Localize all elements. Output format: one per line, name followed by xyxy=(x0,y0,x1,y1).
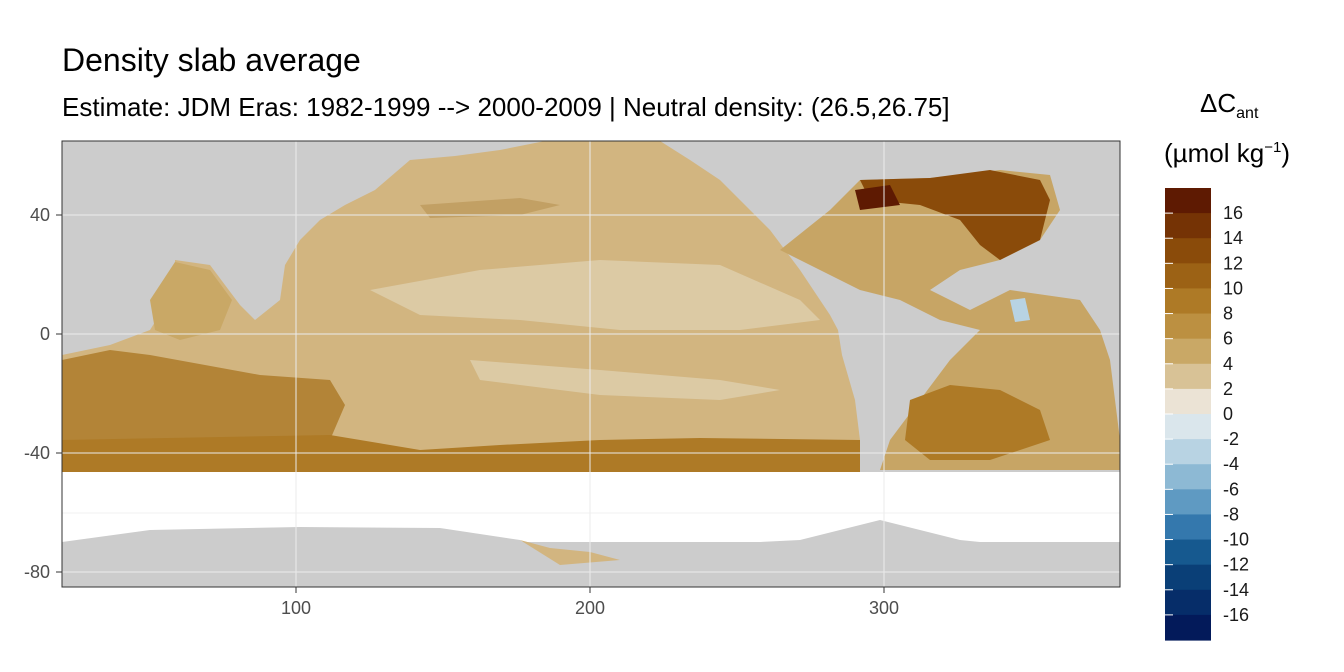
chart-subtitle: Estimate: JDM Eras: 1982-1999 --> 2000-2… xyxy=(62,92,950,122)
legend: ΔCant (µmol kg−1) 16 14 12 10 8 6 4 2 0 -2 -4 -6 -8 -… xyxy=(1164,88,1290,641)
x-tick-label: 300 xyxy=(869,598,899,618)
y-tick-label: -80 xyxy=(24,562,50,582)
legend-break-label: -14 xyxy=(1223,580,1249,600)
legend-break-label: -8 xyxy=(1223,504,1239,524)
legend-break-label: -4 xyxy=(1223,454,1239,474)
legend-title-symbol: ΔCant xyxy=(1200,88,1259,122)
legend-swatch xyxy=(1165,238,1211,264)
south-atlantic-gyre xyxy=(905,385,1050,460)
arabian-sea-region xyxy=(150,262,232,340)
legend-labels: 16 14 12 10 8 6 4 2 0 -2 -4 -6 -8 -10 -12 -14 -16 xyxy=(1223,203,1249,625)
legend-swatch xyxy=(1165,489,1211,516)
x-axis: 100 200 300 xyxy=(281,587,899,618)
y-tick-label: 40 xyxy=(30,205,50,225)
legend-break-label: 4 xyxy=(1223,354,1233,374)
brazil-coast-negative xyxy=(1010,298,1030,322)
y-tick-label: 0 xyxy=(40,324,50,344)
antarctic-shelf-values xyxy=(520,540,620,565)
legend-swatch xyxy=(1165,188,1211,214)
gridlines xyxy=(62,141,1120,587)
legend-swatch xyxy=(1165,589,1211,616)
north-pacific-band xyxy=(420,198,560,218)
y-axis: 40 0 -40 -80 xyxy=(24,205,62,582)
chart-title: Density slab average xyxy=(62,42,361,78)
legend-swatch xyxy=(1165,439,1211,465)
legend-swatch xyxy=(1165,388,1211,415)
legend-break-label: 14 xyxy=(1223,228,1243,248)
legend-break-label: -16 xyxy=(1223,605,1249,625)
legend-swatch xyxy=(1165,564,1211,591)
legend-swatch xyxy=(1165,338,1211,365)
legend-swatch xyxy=(1165,363,1211,390)
legend-break-label: 16 xyxy=(1223,203,1243,223)
legend-break-label: 0 xyxy=(1223,404,1233,424)
legend-swatch xyxy=(1165,539,1211,566)
panel-border xyxy=(61,140,1121,588)
legend-break-label: 12 xyxy=(1223,253,1243,273)
legend-colorbar xyxy=(1165,188,1211,641)
legend-break-label: -2 xyxy=(1223,429,1239,449)
legend-swatch xyxy=(1165,464,1211,490)
legend-swatch xyxy=(1165,263,1211,290)
legend-swatch xyxy=(1165,313,1211,340)
legend-break-label: 6 xyxy=(1223,329,1233,349)
legend-swatch xyxy=(1165,614,1211,641)
legend-swatch xyxy=(1165,514,1211,541)
y-tick-label: -40 xyxy=(24,443,50,463)
legend-break-label: 8 xyxy=(1223,304,1233,324)
atlantic-ocean xyxy=(780,170,1120,470)
x-tick-label: 100 xyxy=(281,598,311,618)
x-tick-label: 200 xyxy=(575,598,605,618)
antarctica-land xyxy=(62,520,1120,587)
south-pacific-band xyxy=(470,360,780,400)
legend-break-label: 2 xyxy=(1223,379,1233,399)
legend-break-label: -6 xyxy=(1223,479,1239,499)
legend-swatch xyxy=(1165,414,1211,440)
legend-title-unit: (µmol kg−1) xyxy=(1164,138,1290,168)
legend-break-label: 10 xyxy=(1223,278,1243,298)
legend-swatch xyxy=(1165,213,1211,239)
pacific-tropical-region xyxy=(370,260,820,330)
map-panel xyxy=(62,141,1120,587)
legend-break-label: -10 xyxy=(1223,530,1249,550)
north-atlantic-maximum xyxy=(855,185,900,210)
legend-swatch xyxy=(1165,288,1211,315)
legend-break-label: -12 xyxy=(1223,555,1249,575)
